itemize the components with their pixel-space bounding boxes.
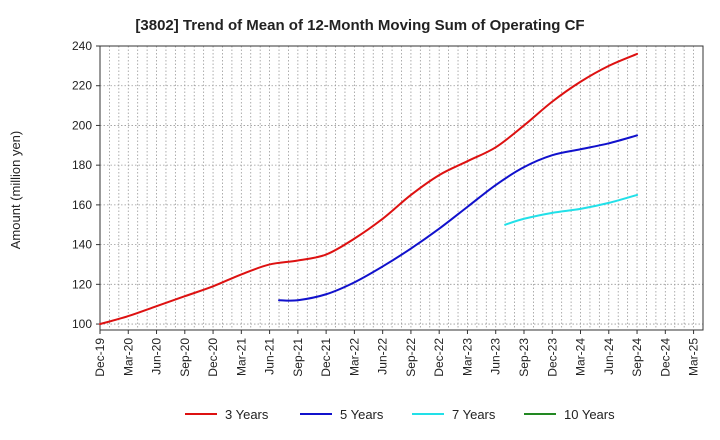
legend-label-10-years: 10 Years	[564, 407, 615, 422]
x-tick-label: Mar-23	[460, 338, 474, 376]
x-tick-label: Dec-20	[206, 338, 220, 377]
x-tick-label: Jun-20	[150, 338, 164, 375]
y-tick-label: 220	[72, 79, 92, 93]
x-tick-label: Jun-22	[376, 338, 390, 375]
x-tick-label: Dec-22	[432, 338, 446, 377]
grid-lines	[100, 45, 703, 330]
y-tick-label: 100	[72, 317, 92, 331]
x-tick-label: Jun-21	[263, 338, 277, 375]
series-line-5-years	[278, 134, 639, 302]
x-tick-label: Sep-21	[291, 338, 305, 377]
x-tick-label: Sep-20	[178, 338, 192, 377]
legend-label-5-years: 5 Years	[340, 407, 384, 422]
plot-area-frame	[99, 45, 704, 331]
series-line-3-years	[99, 52, 639, 326]
y-tick-label: 120	[72, 277, 92, 291]
x-tick-label: Sep-24	[630, 338, 644, 377]
series-line-7-years	[504, 193, 639, 226]
y-tick-label: 240	[72, 39, 92, 53]
x-tick-label: Mar-24	[574, 338, 588, 376]
x-tick-label: Mar-21	[234, 338, 248, 376]
x-tick-label: Dec-19	[93, 338, 107, 377]
x-tick-label: Dec-24	[658, 338, 672, 377]
legend: 3 Years 5 Years 7 Years 10 Years	[185, 407, 615, 422]
series-lines	[99, 52, 639, 326]
legend-label-7-years: 7 Years	[452, 407, 496, 422]
x-tick-label: Mar-20	[121, 338, 135, 376]
x-tick-label: Dec-21	[319, 338, 333, 377]
y-tick-label: 200	[72, 118, 92, 132]
x-tick-label: Mar-25	[687, 338, 701, 376]
x-tick-label: Jun-23	[489, 338, 503, 375]
y-tick-label: 140	[72, 238, 92, 252]
y-axis-label: Amount (million yen)	[8, 131, 23, 250]
x-tick-label: Sep-23	[517, 338, 531, 377]
y-tick-label: 180	[72, 158, 92, 172]
y-axis-ticks: 100 120 140 160 180 200 220 240	[72, 39, 100, 331]
x-tick-label: Sep-22	[404, 338, 418, 377]
x-axis-ticks: Dec-19 Mar-20 Jun-20 Sep-20 Dec-20 Mar-21 Jun-…	[93, 330, 701, 377]
x-tick-label: Jun-24	[602, 338, 616, 375]
legend-label-3-years: 3 Years	[225, 407, 269, 422]
chart-title: [3802] Trend of Mean of 12-Month Moving …	[135, 17, 584, 34]
y-tick-label: 160	[72, 198, 92, 212]
x-tick-label: Mar-22	[347, 338, 361, 376]
x-tick-label: Dec-23	[545, 338, 559, 377]
